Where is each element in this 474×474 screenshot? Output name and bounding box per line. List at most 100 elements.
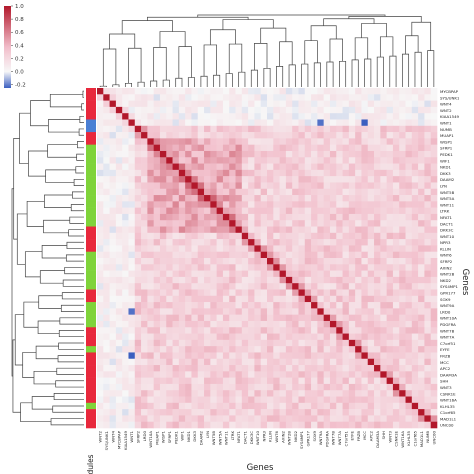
heatmap-cell xyxy=(260,132,268,139)
heatmap-cell xyxy=(178,283,186,290)
heatmap-cell xyxy=(380,333,387,341)
dendrogram-branch xyxy=(402,53,410,87)
heatmap-cell xyxy=(254,201,262,208)
dendrogram-branch xyxy=(64,267,84,275)
heatmap-cell xyxy=(134,157,142,164)
heatmap-cell xyxy=(248,308,255,315)
heatmap-cell xyxy=(292,232,299,240)
heatmap-cell xyxy=(311,113,318,120)
heatmap-cell xyxy=(336,138,343,145)
heatmap-cell xyxy=(430,346,438,353)
heatmap-cell xyxy=(159,119,167,127)
heatmap-cell xyxy=(374,333,381,341)
heatmap-cell xyxy=(392,283,400,290)
heatmap-cell xyxy=(260,270,268,278)
heatmap-cell xyxy=(128,415,136,423)
heatmap-cell xyxy=(380,176,387,183)
heatmap-cell xyxy=(97,106,104,114)
heatmap-cell xyxy=(342,113,350,120)
heatmap-cell xyxy=(399,409,406,416)
heatmap-cell xyxy=(204,182,211,190)
module-cell xyxy=(86,157,96,164)
heatmap-cell xyxy=(411,132,419,139)
heatmap-cell xyxy=(235,239,243,246)
dendrogram-branch xyxy=(411,21,432,51)
heatmap-cell xyxy=(248,125,255,133)
heatmap-cell xyxy=(254,220,262,227)
heatmap-cell xyxy=(311,390,318,397)
heatmap-cell xyxy=(367,226,375,234)
dendrogram-branch xyxy=(11,188,14,377)
heatmap-cell xyxy=(97,314,104,322)
heatmap-cell xyxy=(159,144,167,152)
heatmap-cell xyxy=(355,314,362,322)
heatmap-cell xyxy=(329,195,337,202)
heatmap-cell xyxy=(191,409,199,416)
heatmap-cell xyxy=(361,251,369,259)
heatmap-cell xyxy=(204,144,211,152)
heatmap-cell xyxy=(216,195,224,202)
dendrogram-branch xyxy=(66,241,84,249)
heatmap-cell xyxy=(109,295,117,303)
heatmap-cell xyxy=(222,106,230,114)
heatmap-cell xyxy=(210,383,217,391)
heatmap-cell xyxy=(222,270,230,278)
heatmap-cell xyxy=(430,176,438,183)
heatmap-cell xyxy=(128,232,136,240)
heatmap-cell xyxy=(97,119,104,127)
heatmap-cell xyxy=(279,239,287,246)
heatmap-cell xyxy=(273,251,280,259)
dendrogram-branch xyxy=(250,69,258,87)
heatmap-cell xyxy=(298,232,306,240)
heatmap-cell xyxy=(248,106,255,114)
heatmap-cell xyxy=(279,415,287,423)
heatmap-cell xyxy=(210,421,217,429)
heatmap-cell xyxy=(267,270,274,278)
heatmap-cell xyxy=(386,125,394,133)
colorbar-tick-label: -0.2 xyxy=(15,83,26,89)
row-label: WNT2B xyxy=(440,272,455,277)
heatmap-cell xyxy=(191,132,199,139)
heatmap-cell xyxy=(411,119,419,127)
heatmap-cell xyxy=(109,258,117,265)
heatmap-cell xyxy=(304,289,312,297)
heatmap-cell xyxy=(115,144,123,152)
heatmap-cell xyxy=(254,232,262,240)
heatmap-cell xyxy=(386,383,394,391)
heatmap-cell xyxy=(380,144,387,152)
heatmap-cell xyxy=(279,88,287,95)
heatmap-cell xyxy=(235,207,243,215)
heatmap-cell xyxy=(273,421,280,429)
heatmap-cell xyxy=(191,308,199,315)
heatmap-cell xyxy=(411,358,419,366)
dendrogram-branch xyxy=(288,64,296,87)
heatmap-cell xyxy=(329,169,337,177)
heatmap-cell xyxy=(329,150,337,158)
heatmap-cell xyxy=(122,352,129,360)
heatmap-cell xyxy=(380,302,387,309)
heatmap-cell xyxy=(97,245,104,253)
heatmap-cell xyxy=(348,365,356,372)
heatmap-cell xyxy=(260,409,268,416)
heatmap-cell xyxy=(204,390,211,397)
heatmap-cell xyxy=(241,358,249,366)
heatmap-cell xyxy=(241,220,249,227)
heatmap-cell xyxy=(166,88,173,95)
module-cell xyxy=(86,289,96,297)
heatmap-cell xyxy=(411,213,419,221)
col-label: CSNK1E xyxy=(394,430,399,446)
col-label: WNT5A xyxy=(217,431,222,446)
heatmap-cell xyxy=(348,150,356,158)
heatmap-cell xyxy=(134,169,142,177)
heatmap-cell xyxy=(323,119,331,127)
heatmap-cell xyxy=(185,94,192,101)
heatmap-cell xyxy=(323,100,331,108)
colorbar-tick-label: 0.8 xyxy=(15,17,24,23)
heatmap-cell xyxy=(298,371,306,378)
heatmap-cell xyxy=(248,207,255,215)
heatmap-cell xyxy=(329,352,337,360)
heatmap-cell xyxy=(178,390,186,397)
dendrogram-branch xyxy=(12,339,21,413)
heatmap-cell xyxy=(273,390,280,397)
heatmap-cell xyxy=(248,289,255,297)
